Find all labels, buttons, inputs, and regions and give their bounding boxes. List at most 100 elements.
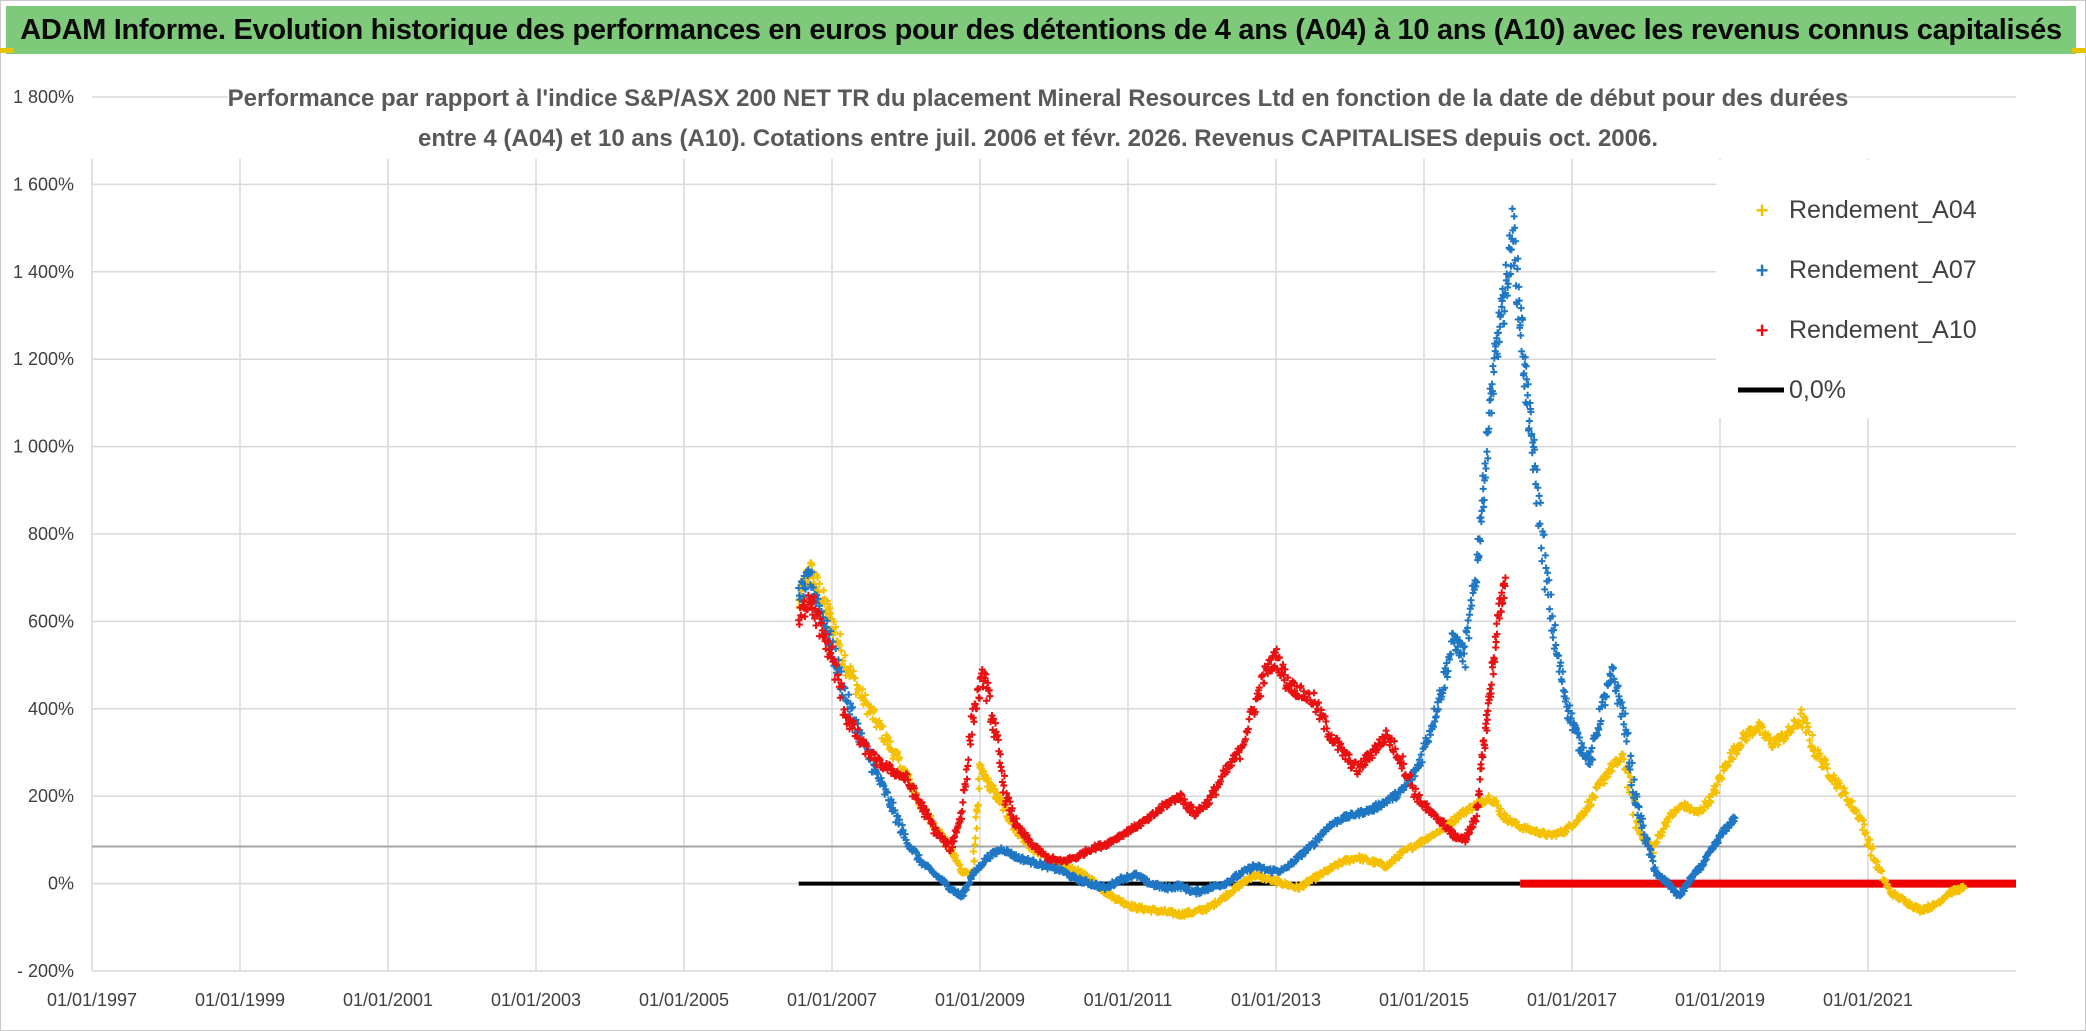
data-point: [1853, 807, 1861, 815]
data-point: [894, 812, 902, 820]
data-point: [951, 833, 959, 841]
data-point: [1495, 338, 1503, 346]
data-point: [929, 820, 937, 828]
title-background: [228, 82, 1838, 158]
data-point: [1712, 789, 1720, 797]
data-point: [973, 824, 981, 832]
legend-marker-a07: +: [1756, 258, 1769, 283]
data-point: [962, 766, 970, 774]
data-point: [1000, 782, 1008, 790]
data-point: [1545, 576, 1553, 584]
data-point: [861, 691, 869, 699]
data-point: [1520, 382, 1528, 390]
data-point: [1421, 743, 1429, 751]
data-point: [1718, 775, 1726, 783]
data-point: [1345, 751, 1353, 759]
data-point: [795, 621, 803, 629]
data-point: [1561, 688, 1569, 696]
data-point: [1550, 626, 1558, 634]
data-point: [1533, 466, 1541, 474]
data-point: [1731, 814, 1739, 822]
data-point: [851, 674, 859, 682]
data-point: [1525, 417, 1533, 425]
data-point: [946, 847, 954, 855]
data-point: [1647, 846, 1655, 854]
data-point: [1759, 723, 1767, 731]
data-point: [801, 613, 809, 621]
data-point: [1588, 744, 1596, 752]
data-point: [823, 617, 831, 625]
x-tick-label: 01/01/2007: [787, 990, 877, 1010]
data-point: [1499, 599, 1507, 607]
data-point: [849, 667, 857, 675]
data-point: [1743, 736, 1751, 744]
data-point: [1494, 801, 1502, 809]
y-tick-label: 1 400%: [13, 262, 74, 282]
data-point: [960, 892, 968, 900]
data-point: [989, 715, 997, 723]
data-point: [996, 750, 1004, 758]
y-tick-label: 600%: [28, 611, 74, 631]
data-point: [1515, 283, 1523, 291]
legend-marker-a10: +: [1756, 318, 1769, 343]
data-point: [994, 736, 1002, 744]
data-point: [837, 647, 845, 655]
data-point: [1516, 321, 1524, 329]
data-point: [1510, 261, 1518, 269]
data-point: [1867, 851, 1875, 859]
data-point: [1609, 664, 1617, 672]
data-point: [1006, 798, 1014, 806]
data-point: [800, 597, 808, 605]
data-point: [820, 586, 828, 594]
data-point: [834, 676, 842, 684]
data-point: [1485, 425, 1493, 433]
data-point: [1836, 783, 1844, 791]
data-point: [876, 756, 884, 764]
data-point: [1476, 790, 1483, 798]
data-point: [1508, 205, 1516, 213]
data-point: [991, 785, 999, 793]
data-point: [979, 683, 987, 691]
data-point: [1521, 353, 1529, 361]
data-point: [841, 651, 849, 659]
data-point: [1517, 304, 1525, 312]
data-point: [1766, 734, 1774, 742]
data-point: [1513, 265, 1521, 273]
data-point: [1406, 771, 1414, 779]
data-point: [1465, 634, 1473, 642]
data-point: [816, 602, 824, 610]
data-point: [822, 645, 830, 653]
data-point: [1591, 794, 1599, 801]
data-point: [1502, 261, 1510, 269]
data-point: [1524, 380, 1532, 388]
data-point: [810, 593, 818, 601]
data-point: [1620, 720, 1628, 728]
data-point: [1542, 564, 1550, 572]
data-point: [1275, 653, 1283, 661]
data-point: [875, 717, 883, 725]
y-tick-label: 400%: [28, 699, 74, 719]
data-point: [1398, 764, 1406, 772]
data-point: [1328, 731, 1335, 739]
data-point: [963, 775, 971, 783]
data-point: [1273, 645, 1281, 653]
data-point: [1643, 835, 1651, 843]
data-point: [1492, 638, 1500, 646]
data-point: [1235, 748, 1243, 756]
data-point: [1559, 668, 1567, 676]
data-point: [1480, 503, 1488, 511]
data-point: [828, 643, 836, 651]
data-point: [802, 585, 810, 593]
data-point: [1479, 753, 1487, 761]
x-tick-label: 01/01/2003: [491, 990, 581, 1010]
legend: + Rendement_A04 + Rendement_A07 + Rendem…: [1716, 160, 2016, 418]
data-point: [884, 789, 891, 797]
data-point: [1205, 799, 1213, 807]
data-point: [1531, 462, 1539, 470]
data-point: [1482, 465, 1490, 473]
data-point: [971, 841, 979, 849]
y-tick-label: - 200%: [17, 961, 74, 981]
data-point: [838, 683, 846, 691]
data-point: [1624, 783, 1631, 791]
data-point: [958, 807, 966, 815]
